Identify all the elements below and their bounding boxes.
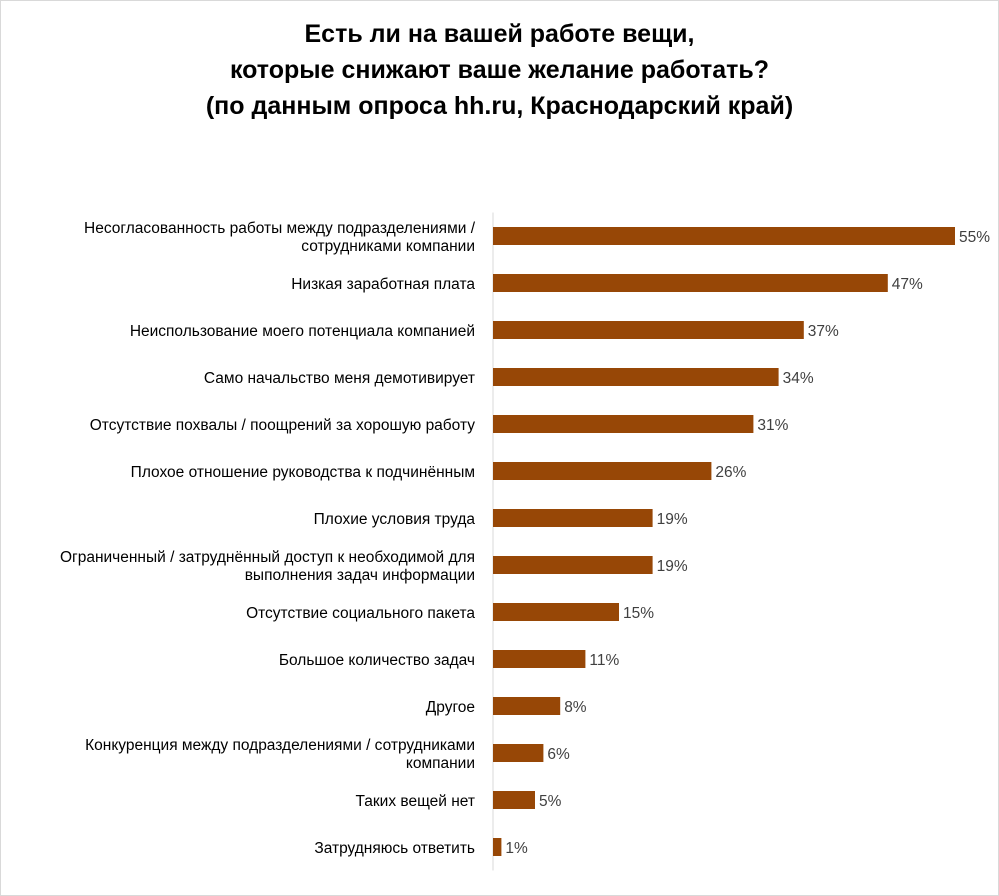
data-label: 37% (808, 323, 839, 340)
category-label: Конкуренция между подразделениями / сотр… (85, 737, 475, 754)
bar (493, 415, 754, 433)
category-label: выполнения задач информации (245, 567, 475, 584)
bar (493, 462, 712, 480)
chart-title-line-2: которые снижают ваше желание работать? (229, 56, 770, 84)
bar (493, 274, 888, 292)
data-label: 11% (589, 652, 619, 669)
bar (493, 744, 544, 762)
category-label: Несогласованность работы между подраздел… (84, 220, 476, 237)
category-label: Плохое отношение руководства к подчинённ… (131, 464, 475, 481)
bar (493, 368, 779, 386)
data-label: 34% (783, 370, 814, 387)
bar (493, 650, 586, 668)
data-label: 55% (959, 229, 990, 246)
category-label: Таких вещей нет (356, 793, 476, 810)
data-label: 15% (623, 605, 654, 622)
bar (493, 603, 619, 621)
bar (493, 791, 535, 809)
category-label: Неиспользование моего потенциала компани… (130, 323, 475, 340)
bar (493, 321, 804, 339)
data-label: 31% (757, 417, 788, 434)
bar (493, 556, 653, 574)
data-label: 19% (657, 511, 688, 528)
data-label: 6% (547, 746, 570, 763)
data-label: 26% (715, 464, 746, 481)
data-label: 47% (892, 276, 923, 293)
data-label: 19% (657, 558, 688, 575)
category-label: Плохие условия труда (314, 511, 476, 528)
category-label: Другое (426, 699, 475, 716)
data-label: 8% (564, 699, 587, 716)
chart-title-line-3: (по данным опроса hh.ru, Краснодарский к… (205, 92, 794, 120)
data-label: 5% (539, 793, 562, 810)
bar (493, 838, 502, 856)
category-label: Низкая заработная плата (291, 276, 475, 293)
category-label: компании (406, 755, 475, 772)
bar (493, 227, 955, 245)
data-label: 1% (505, 840, 528, 857)
category-label: сотрудниками компании (301, 238, 475, 255)
category-label: Отсутствие похвалы / поощрений за хорошу… (90, 417, 476, 434)
bar (493, 697, 561, 715)
category-label: Затрудняюсь ответить (314, 840, 475, 857)
chart-title: Есть ли на вашей работе вещи, которые сн… (0, 16, 999, 124)
category-label: Большое количество задач (279, 652, 475, 669)
category-label: Ограниченный / затруднённый доступ к нео… (60, 549, 475, 566)
chart-title-line-1: Есть ли на вашей работе вещи, (304, 20, 695, 48)
bar (493, 509, 653, 527)
category-label: Отсутствие социального пакета (246, 605, 475, 622)
category-label: Само начальство меня демотивирует (204, 370, 475, 387)
